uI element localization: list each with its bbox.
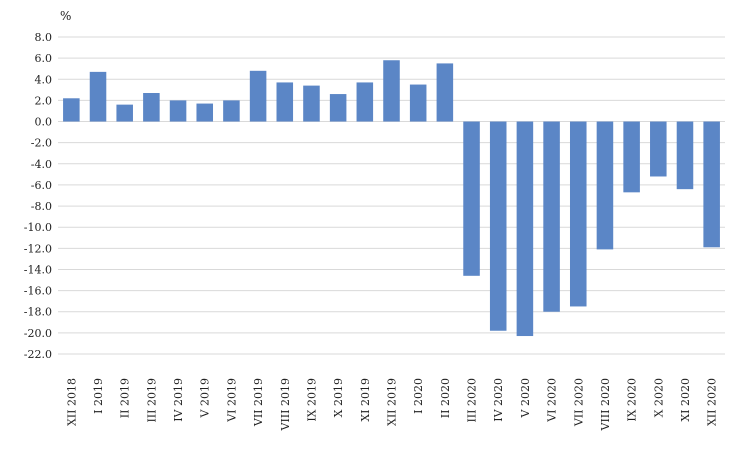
bar xyxy=(703,121,720,248)
x-tick-label: X 2020 xyxy=(652,378,665,417)
x-tick-label: VI 2019 xyxy=(225,378,238,423)
x-tick-label: II 2020 xyxy=(439,378,452,418)
y-tick-label: 6.0 xyxy=(35,52,53,65)
bar xyxy=(516,121,534,337)
x-tick-label: V 2019 xyxy=(199,378,212,418)
bar xyxy=(196,103,214,122)
x-tick-label: I 2020 xyxy=(412,378,425,414)
bar xyxy=(676,121,694,190)
bar xyxy=(89,71,107,122)
bar xyxy=(409,84,427,122)
x-tick-label: XII 2020 xyxy=(706,378,719,426)
bar xyxy=(623,121,640,193)
y-axis-ticks: 8.0 6.0 4.0 2.0 0.0 -2.0 -4.0 -6.0 -8.0 -10.0 -12.… xyxy=(24,31,52,361)
x-tick-label: XII 2019 xyxy=(386,378,399,426)
bar xyxy=(463,121,480,276)
x-tick-label: VII 2020 xyxy=(572,378,585,427)
bar xyxy=(596,121,614,250)
x-tick-label: XII 2018 xyxy=(65,378,78,426)
bar xyxy=(436,63,454,122)
bar xyxy=(356,82,374,122)
bars xyxy=(63,60,720,337)
bar xyxy=(329,94,347,122)
y-tick-label: 2.0 xyxy=(35,94,53,107)
y-tick-label: -16.0 xyxy=(24,285,52,298)
x-tick-label: IX 2019 xyxy=(305,378,318,422)
x-tick-label: IV 2020 xyxy=(492,378,505,422)
y-tick-label: -14.0 xyxy=(24,263,52,276)
x-tick-label: III 2020 xyxy=(466,378,479,423)
y-tick-label: -10.0 xyxy=(24,221,52,234)
bar xyxy=(383,60,400,122)
bar xyxy=(223,100,240,122)
x-tick-label: II 2019 xyxy=(119,378,132,418)
bar xyxy=(303,85,320,122)
y-tick-label: -4.0 xyxy=(31,158,52,171)
y-tick-label: 8.0 xyxy=(35,31,53,44)
x-tick-label: III 2019 xyxy=(145,378,158,423)
y-tick-label: 0.0 xyxy=(35,116,53,129)
x-tick-label: VIII 2019 xyxy=(279,378,292,431)
bar xyxy=(650,121,667,177)
x-tick-label: VI 2020 xyxy=(546,378,559,423)
y-tick-label: -20.0 xyxy=(24,327,52,340)
x-tick-label: IV 2019 xyxy=(172,378,185,422)
y-tick-label: -6.0 xyxy=(31,179,52,192)
x-tick-label: X 2019 xyxy=(332,378,345,417)
bar xyxy=(249,70,267,122)
x-tick-label: XI 2019 xyxy=(359,378,372,422)
bar xyxy=(569,121,587,307)
bar xyxy=(63,98,80,122)
y-unit-label: % xyxy=(60,9,71,23)
bar xyxy=(116,104,133,122)
x-tick-label: IX 2020 xyxy=(626,378,639,422)
y-tick-label: -12.0 xyxy=(24,242,52,255)
x-tick-label: VII 2019 xyxy=(252,378,265,427)
x-tick-label: V 2020 xyxy=(519,378,532,418)
x-tick-label: I 2019 xyxy=(92,378,105,414)
bar xyxy=(169,100,187,122)
x-tick-label: XI 2020 xyxy=(679,378,692,422)
y-tick-label: -8.0 xyxy=(31,200,52,213)
bar xyxy=(143,93,160,122)
bar xyxy=(543,121,560,312)
y-tick-label: 4.0 xyxy=(35,73,53,86)
x-axis-labels: XII 2018 I 2019 II 2019 III 2019 IV 2019 V 20… xyxy=(65,378,718,431)
y-tick-label: -2.0 xyxy=(31,137,52,150)
y-tick-label: -22.0 xyxy=(24,348,52,361)
x-tick-label: VIII 2020 xyxy=(599,378,612,431)
y-tick-label: -18.0 xyxy=(24,306,52,319)
bar xyxy=(489,121,507,331)
bar xyxy=(276,82,294,122)
